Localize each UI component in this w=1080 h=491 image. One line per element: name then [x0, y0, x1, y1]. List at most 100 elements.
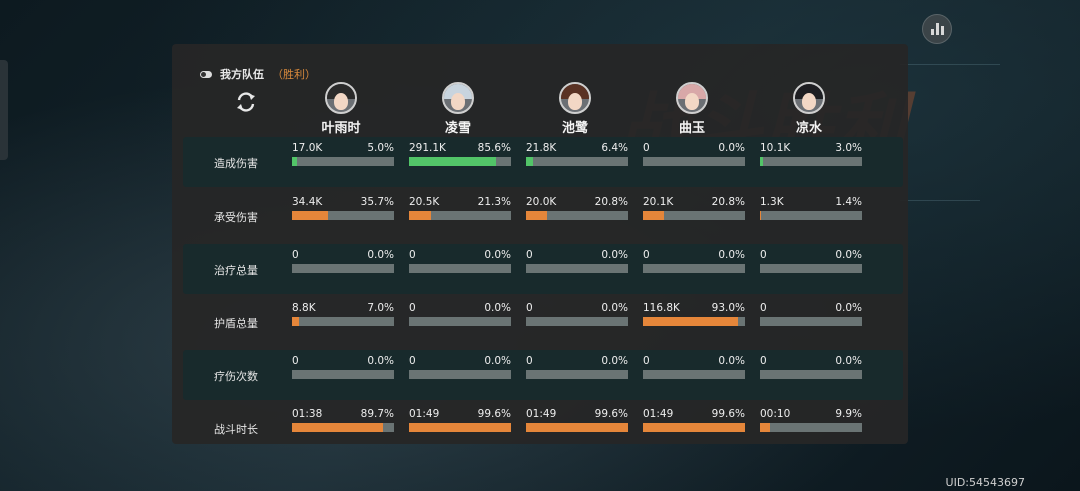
- stat-percent: 5.0%: [367, 142, 394, 154]
- stat-bar: [409, 423, 511, 432]
- stat-row: 造成伤害 17.0K 5.0% 291.1K 85.6% 21.8K 6.4% 0 0.0% 10…: [183, 137, 903, 187]
- hero-avatar[interactable]: [793, 82, 825, 114]
- hero-column-header: 曲玉: [642, 82, 742, 136]
- stat-value: 20.1K: [643, 196, 674, 208]
- stat-row: 疗伤次数 0 0.0% 0 0.0% 0 0.0% 0 0.0% 0 0.0%: [183, 350, 903, 400]
- stat-percent: 0.0%: [835, 249, 862, 261]
- stat-percent: 0.0%: [484, 302, 511, 314]
- stat-bar: [643, 317, 745, 326]
- stat-bar-fill: [292, 157, 298, 166]
- avatar-face: [334, 93, 348, 110]
- stat-value: 0: [760, 355, 767, 367]
- stat-cell: 01:38 89.7%: [292, 408, 394, 432]
- stat-value: 0: [760, 249, 767, 261]
- stat-value: 0: [409, 355, 416, 367]
- stat-percent: 35.7%: [360, 196, 394, 208]
- stat-cell: 291.1K 85.6%: [409, 142, 511, 166]
- stat-percent: 21.3%: [477, 196, 511, 208]
- stat-value: 1.3K: [760, 196, 784, 208]
- stat-bar: [292, 370, 394, 379]
- stat-percent: 99.6%: [477, 408, 511, 420]
- stat-cell: 1.3K 1.4%: [760, 196, 862, 220]
- stat-bar: [292, 264, 394, 273]
- stat-value: 0: [760, 302, 767, 314]
- stat-bar: [292, 157, 394, 166]
- hero-header-row: 叶雨时 凌雪 池鹭 曲玉 凉水: [291, 82, 871, 136]
- stat-cell: 01:49 99.6%: [643, 408, 745, 432]
- stat-bar: [526, 157, 628, 166]
- avatar-face: [568, 93, 582, 110]
- stat-percent: 3.0%: [835, 142, 862, 154]
- stat-percent: 1.4%: [835, 196, 862, 208]
- battle-result: （胜利）: [272, 68, 316, 81]
- stat-label: 治疗总量: [214, 264, 258, 277]
- stat-row: 承受伤害 34.4K 35.7% 20.5K 21.3% 20.0K 20.8% 20.1K 2…: [183, 191, 903, 241]
- hero-name: 池鹭: [561, 121, 588, 136]
- stat-percent: 0.0%: [601, 249, 628, 261]
- stat-percent: 99.6%: [711, 408, 745, 420]
- stat-value: 20.0K: [526, 196, 557, 208]
- avatar-hair: [561, 84, 589, 100]
- stat-bar-fill: [526, 157, 533, 166]
- stat-percent: 6.4%: [601, 142, 628, 154]
- hero-avatar[interactable]: [676, 82, 708, 114]
- stat-cell: 0 0.0%: [526, 302, 628, 326]
- hero-avatar[interactable]: [442, 82, 474, 114]
- stat-cell: 0 0.0%: [760, 249, 862, 273]
- stat-percent: 0.0%: [718, 249, 745, 261]
- stat-cell: 0 0.0%: [292, 249, 394, 273]
- stat-bar: [409, 317, 511, 326]
- stat-row: 治疗总量 0 0.0% 0 0.0% 0 0.0% 0 0.0% 0 0.0%: [183, 244, 903, 294]
- stat-percent: 0.0%: [601, 355, 628, 367]
- stat-cell: 0 0.0%: [643, 142, 745, 166]
- stat-cell: 116.8K 93.0%: [643, 302, 745, 326]
- stat-cell: 0 0.0%: [409, 249, 511, 273]
- stat-percent: 99.6%: [594, 408, 628, 420]
- stat-value: 20.5K: [409, 196, 440, 208]
- stat-percent: 0.0%: [835, 355, 862, 367]
- stat-bar: [760, 423, 862, 432]
- stat-bar-fill: [760, 157, 764, 166]
- stat-bar-fill: [643, 423, 745, 432]
- stat-bar-fill: [292, 211, 329, 220]
- hero-column-header: 凉水: [759, 82, 859, 136]
- stat-label: 护盾总量: [214, 317, 258, 330]
- stat-value: 0: [643, 142, 650, 154]
- stat-bar-fill: [409, 157, 497, 166]
- stat-bar-fill: [760, 423, 771, 432]
- user-id: UID:54543697: [945, 476, 1025, 489]
- avatar-face: [802, 93, 816, 110]
- hero-avatar[interactable]: [325, 82, 357, 114]
- stat-bar: [643, 370, 745, 379]
- hero-avatar[interactable]: [559, 82, 591, 114]
- stat-value: 0: [643, 355, 650, 367]
- stat-value: 0: [643, 249, 650, 261]
- stat-cell: 0 0.0%: [292, 355, 394, 379]
- stat-bar: [760, 264, 862, 273]
- side-handle[interactable]: [0, 60, 8, 160]
- stat-cell: 20.5K 21.3%: [409, 196, 511, 220]
- stat-value: 01:38: [292, 408, 323, 420]
- refresh-icon[interactable]: [234, 91, 258, 113]
- stat-bar: [526, 317, 628, 326]
- avatar-hair: [327, 84, 355, 100]
- toggle-icon[interactable]: [200, 70, 212, 78]
- stats-chart-button[interactable]: [922, 14, 952, 44]
- stat-bar-fill: [643, 317, 738, 326]
- stat-label: 承受伤害: [214, 211, 258, 224]
- stat-cell: 01:49 99.6%: [409, 408, 511, 432]
- stat-percent: 93.0%: [711, 302, 745, 314]
- hero-column-header: 叶雨时: [291, 82, 391, 136]
- stat-value: 0: [409, 302, 416, 314]
- stat-percent: 85.6%: [477, 142, 511, 154]
- stat-percent: 0.0%: [718, 355, 745, 367]
- team-header: 我方队伍 （胜利）: [200, 66, 316, 82]
- stat-percent: 0.0%: [367, 355, 394, 367]
- hero-name: 叶雨时: [321, 121, 361, 136]
- stat-value: 0: [526, 302, 533, 314]
- stat-value: 10.1K: [760, 142, 791, 154]
- stat-bar: [409, 157, 511, 166]
- stat-cell: 0 0.0%: [409, 355, 511, 379]
- stat-bar: [526, 264, 628, 273]
- stat-cell: 20.0K 20.8%: [526, 196, 628, 220]
